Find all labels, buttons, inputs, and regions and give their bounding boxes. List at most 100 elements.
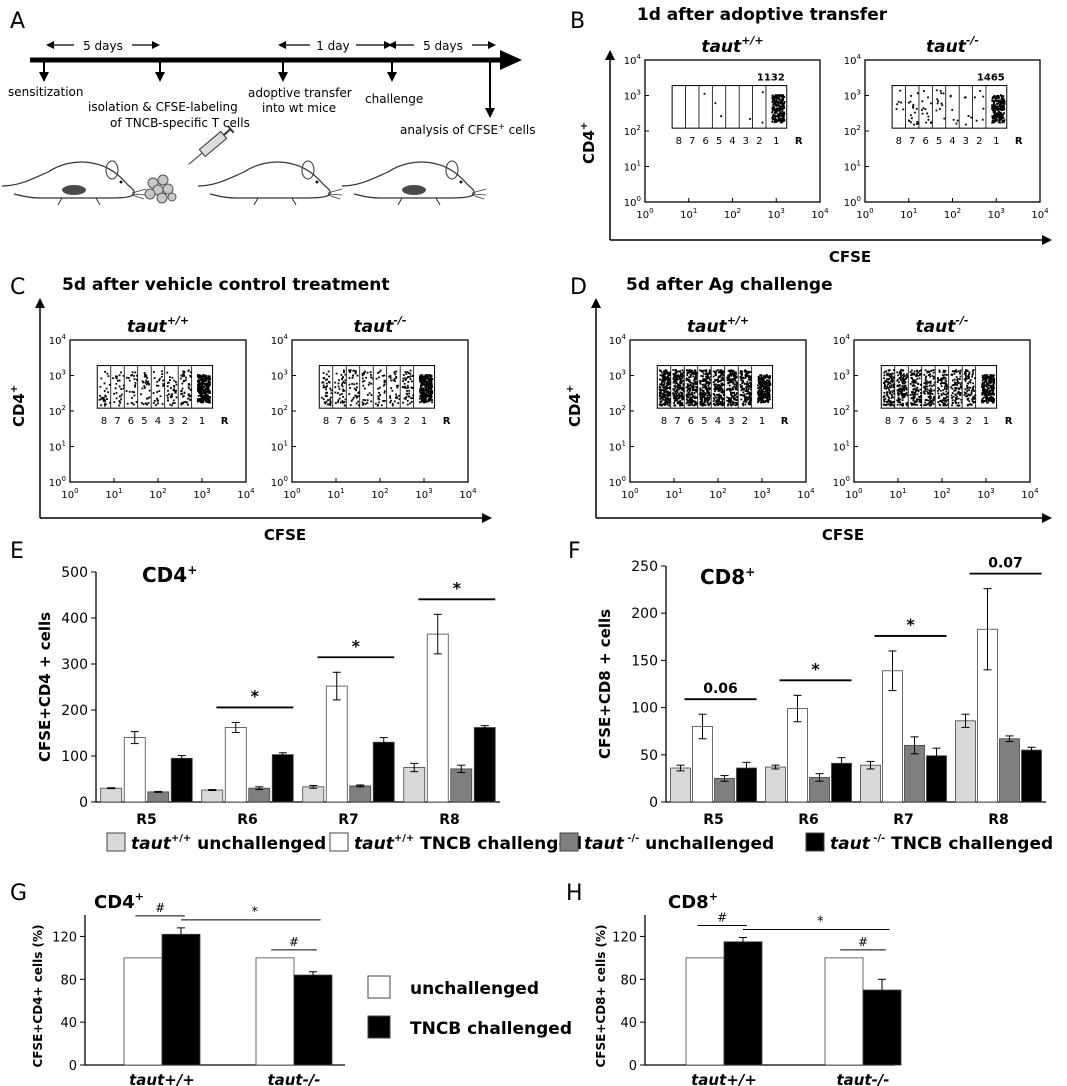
event-dot — [950, 386, 952, 389]
event-dot — [921, 112, 924, 115]
event-dot — [959, 372, 961, 375]
y-tick-label: 103 — [624, 89, 641, 103]
event-dot — [885, 401, 888, 403]
event-dot — [403, 397, 406, 400]
event-dot — [780, 98, 783, 101]
y-tick-label: 100 — [631, 701, 658, 717]
event-dot — [715, 379, 718, 381]
event-dot — [689, 384, 692, 386]
event-dot — [775, 94, 777, 97]
bar — [293, 974, 333, 1066]
gate-label: 2 — [756, 136, 762, 147]
event-dot — [377, 397, 380, 400]
event-dot — [422, 388, 424, 390]
gate-label: 1 — [421, 416, 427, 427]
event-dot — [188, 395, 191, 398]
event-dot — [759, 374, 761, 377]
event-dot — [341, 382, 344, 384]
event-dot — [662, 386, 664, 389]
event-dot — [927, 118, 930, 121]
superscript: 3 — [857, 89, 861, 97]
event-dot — [964, 378, 967, 381]
event-dot — [166, 371, 169, 374]
event-dot — [326, 385, 328, 387]
event-dot — [663, 395, 666, 398]
event-dot — [104, 400, 106, 403]
event-dot — [766, 379, 769, 382]
event-dot — [659, 378, 662, 381]
event-dot — [167, 399, 169, 402]
event-dot — [664, 373, 666, 376]
event-dot — [892, 380, 894, 383]
event-dot — [902, 108, 905, 111]
event-dot — [682, 396, 684, 399]
event-dot — [951, 109, 954, 111]
event-dot — [371, 377, 374, 380]
gate-label: 3 — [728, 416, 734, 427]
event-dot — [418, 377, 421, 379]
superscript: + — [135, 890, 144, 903]
event-dot — [931, 400, 934, 403]
event-dot — [759, 389, 761, 392]
event-dot — [760, 385, 763, 388]
event-dot — [669, 381, 672, 384]
event-dot — [423, 380, 425, 383]
event-dot — [761, 397, 764, 400]
event-dot — [686, 385, 689, 388]
event-dot — [202, 388, 204, 391]
event-dot — [950, 373, 953, 376]
event-dot — [709, 372, 712, 375]
event-dot — [747, 383, 749, 385]
event-dot — [718, 395, 720, 398]
event-dot — [113, 392, 115, 395]
panel-letter: D — [570, 275, 587, 300]
event-dot — [156, 384, 158, 387]
bar — [824, 957, 864, 1066]
event-dot — [744, 396, 746, 398]
event-dot — [691, 382, 694, 385]
event-dot — [707, 394, 710, 396]
event-dot — [972, 388, 975, 391]
event-dot — [771, 97, 774, 99]
event-dot — [982, 107, 985, 110]
superscript: 1 — [340, 487, 344, 495]
event-dot — [733, 397, 735, 400]
event-dot — [366, 371, 369, 374]
event-dot — [673, 375, 676, 378]
event-dot — [421, 374, 424, 377]
event-dot — [967, 374, 970, 376]
event-dot — [930, 396, 932, 398]
event-dot — [929, 373, 932, 376]
event-dot — [993, 398, 995, 400]
event-dot — [678, 385, 680, 388]
event-dot — [937, 379, 940, 381]
event-dot — [423, 384, 426, 386]
gate-label: 6 — [688, 416, 694, 427]
event-dot — [666, 403, 669, 406]
legend-swatch — [559, 832, 579, 852]
panel-title: 5d after vehicle control treatment — [62, 275, 390, 295]
tick-base: 10 — [193, 490, 206, 501]
event-dot — [663, 390, 665, 393]
event-dot — [395, 393, 397, 396]
event-dot — [772, 105, 775, 108]
event-dot — [943, 369, 946, 372]
bar — [372, 741, 395, 803]
event-dot — [681, 386, 684, 389]
event-dot — [329, 402, 332, 405]
event-dot — [747, 378, 750, 381]
event-dot — [203, 376, 206, 379]
event-dot — [956, 119, 959, 122]
event-dot — [1002, 95, 1005, 97]
tick-base: 10 — [371, 490, 384, 501]
event-dot — [968, 386, 970, 389]
event-dot — [900, 369, 903, 371]
event-dot — [951, 384, 954, 387]
event-dot — [390, 387, 393, 390]
event-dot — [933, 389, 935, 392]
x-axis-label: CFSE — [829, 248, 871, 266]
event-dot — [340, 383, 343, 386]
event-dot — [185, 376, 187, 379]
mouse-illustration — [341, 160, 487, 206]
event-dot — [901, 369, 904, 372]
